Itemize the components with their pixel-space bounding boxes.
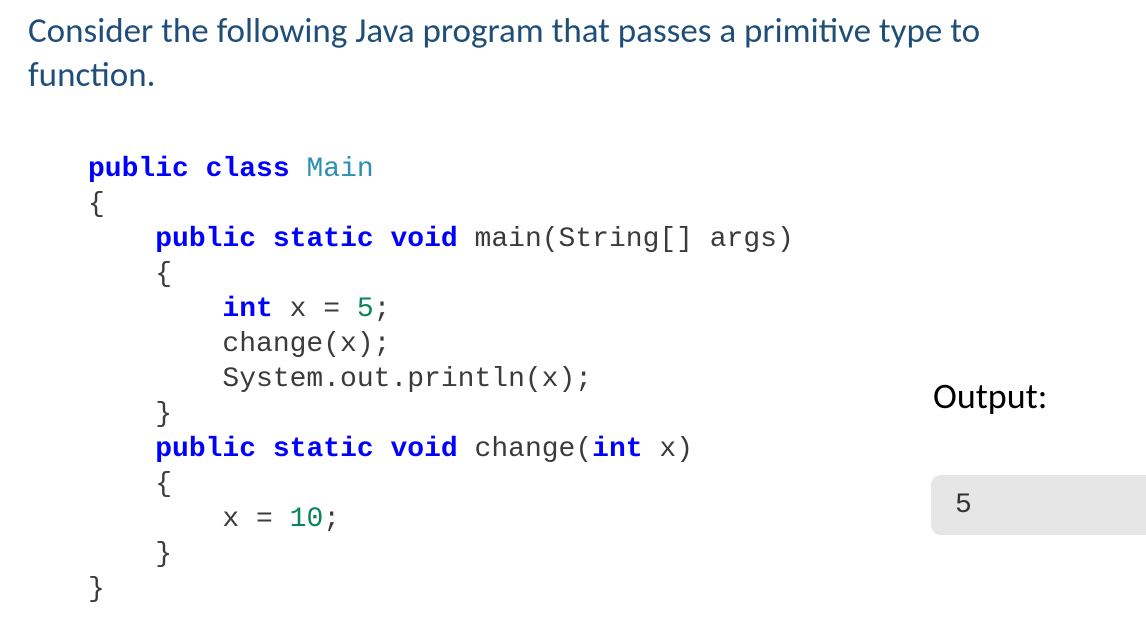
code-text: ;: [323, 504, 340, 535]
keyword: class: [206, 154, 290, 185]
slide-heading: Consider the following Java program that…: [28, 10, 1108, 98]
code-line: System.out.println(x);: [88, 364, 592, 395]
code-brace: }: [88, 399, 172, 430]
code-text: x =: [273, 294, 357, 325]
keyword: public: [155, 224, 256, 255]
keyword: public: [155, 434, 256, 465]
class-name: Main: [306, 154, 373, 185]
number-literal: 5: [357, 294, 374, 325]
code-brace: {: [88, 189, 105, 220]
keyword: void: [391, 224, 458, 255]
output-value: 5: [955, 490, 972, 521]
code-text: x =: [88, 504, 290, 535]
code-text: (: [575, 434, 592, 465]
keyword: int: [222, 294, 272, 325]
code-text: ;: [374, 294, 391, 325]
method-name: main: [475, 224, 542, 255]
keyword: static: [273, 434, 374, 465]
code-brace: {: [88, 259, 172, 290]
code-line: change(x);: [88, 329, 390, 360]
code-brace: {: [88, 469, 172, 500]
code-brace: }: [88, 574, 105, 605]
code-text: x): [643, 434, 693, 465]
output-box: 5: [931, 475, 1146, 535]
keyword: int: [592, 434, 642, 465]
method-name: change: [475, 434, 576, 465]
keyword: void: [391, 434, 458, 465]
keyword: static: [273, 224, 374, 255]
output-label: Output:: [933, 374, 1047, 418]
java-code-block: public class Main { public static void m…: [88, 152, 794, 607]
keyword: public: [88, 154, 189, 185]
code-brace: }: [88, 539, 172, 570]
number-literal: 10: [290, 504, 324, 535]
method-signature: (String[] args): [542, 224, 794, 255]
